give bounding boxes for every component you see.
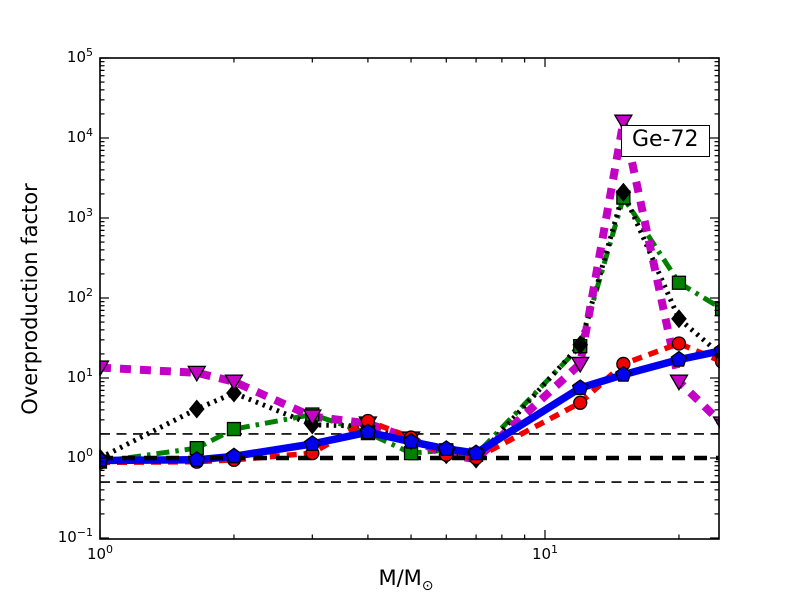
markers-model-green-dashdot-squares: [99, 190, 720, 469]
pentagon-marker: [571, 379, 589, 396]
y-axis-title: Overproduction factor: [18, 183, 42, 415]
pentagon-marker: [188, 450, 206, 467]
y-tick-label: 100: [66, 446, 93, 466]
markers-model-blue-solid-pentagons: [99, 343, 720, 468]
axis-ticks: [99, 57, 719, 539]
pentagon-marker: [303, 435, 321, 452]
triangle-down-marker: [224, 374, 244, 391]
diamond-marker: [572, 335, 589, 355]
x-axis-title-main: M/M: [378, 566, 422, 590]
pentagon-marker: [670, 350, 688, 367]
diamond-marker: [615, 182, 632, 202]
circle-marker: [671, 336, 687, 351]
triangle-down-marker: [712, 416, 720, 429]
pentagon-marker: [467, 444, 485, 461]
triangle-down-marker: [613, 114, 633, 131]
isotope-annotation: Ge-72: [621, 125, 710, 158]
square-marker: [189, 440, 204, 456]
plot-area: [99, 114, 720, 483]
line-model-black-dotted-diamonds: [99, 184, 720, 462]
triangle-down-marker: [570, 356, 590, 374]
square-marker: [671, 275, 687, 290]
y-tick-label: 101: [66, 366, 93, 386]
x-tick-label: 100: [86, 543, 114, 563]
y-tick-label: 104: [66, 126, 93, 146]
y-tick-label: 102: [66, 286, 93, 306]
markers-model-black-dotted-diamonds: [99, 182, 720, 469]
y-tick-label: 105: [66, 46, 93, 66]
line-model-green-dashdot-squares: [99, 191, 720, 465]
diamond-marker: [226, 383, 242, 403]
square-marker: [226, 421, 242, 437]
pentagon-marker: [713, 343, 720, 358]
pentagon-marker: [359, 423, 377, 440]
y-tick-label: 103: [66, 206, 93, 226]
pentagon-marker: [437, 440, 455, 457]
x-axis-title: M/M⊙: [378, 566, 433, 594]
triangle-down-marker: [669, 374, 689, 391]
triangle-down-marker: [187, 365, 207, 383]
square-marker: [714, 301, 720, 317]
y-tick-label: 10−1: [57, 526, 93, 546]
triangle-down-marker: [302, 409, 322, 426]
pentagon-marker: [225, 447, 243, 464]
pentagon-marker: [614, 365, 632, 382]
pentagon-marker: [402, 432, 420, 449]
diamond-marker: [671, 309, 687, 329]
x-tick-label: 101: [531, 543, 559, 563]
diamond-marker: [188, 399, 205, 419]
sun-symbol: ⊙: [421, 578, 434, 595]
circle-marker: [573, 395, 588, 410]
